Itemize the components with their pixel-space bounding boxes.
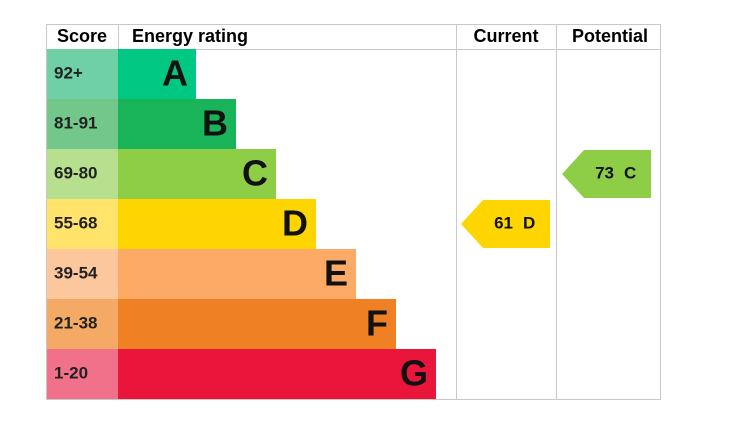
- frame: [46, 24, 661, 400]
- score-range: 21-38: [54, 313, 97, 332]
- score-cell: [47, 299, 118, 349]
- header: Energy rating: [132, 26, 248, 46]
- rating-bar: [118, 99, 236, 149]
- score-cell: [47, 249, 118, 299]
- score-range: 92+: [54, 63, 83, 82]
- current-score: 61: [494, 213, 513, 232]
- score-range: 69-80: [54, 163, 97, 182]
- potential-arrow: [562, 150, 651, 198]
- rating-letter: C: [242, 153, 268, 194]
- rating-bar: [118, 199, 316, 249]
- rating-letter: G: [400, 353, 428, 394]
- score-cell: [47, 99, 118, 149]
- score-range: 1-20: [54, 363, 88, 382]
- score-cell: [47, 149, 118, 199]
- rating-letter: A: [162, 53, 188, 94]
- rating-bar: [118, 49, 196, 99]
- current-rating: D: [523, 213, 535, 232]
- score-range: 55-68: [54, 213, 97, 232]
- score-cell: [47, 349, 118, 399]
- score-range: 39-54: [54, 263, 98, 282]
- table-frame: [46, 24, 661, 400]
- rating-letter: F: [366, 303, 388, 344]
- score-cell: [47, 199, 118, 249]
- rating-letter: E: [324, 253, 348, 294]
- header: Current: [473, 26, 538, 46]
- potential-score: 73: [595, 163, 614, 182]
- rating-letter: D: [282, 203, 308, 244]
- score-range: 81-91: [54, 113, 97, 132]
- score-cell: [47, 49, 118, 99]
- rating-bar: [118, 299, 396, 349]
- header: Potential: [572, 26, 648, 46]
- header: Score: [57, 26, 107, 46]
- rating-letter: B: [202, 103, 228, 144]
- rating-bar: [118, 149, 276, 199]
- rating-bar: [118, 249, 356, 299]
- potential-rating: C: [624, 163, 636, 182]
- current-arrow: [461, 200, 550, 248]
- rating-bar: [118, 349, 436, 399]
